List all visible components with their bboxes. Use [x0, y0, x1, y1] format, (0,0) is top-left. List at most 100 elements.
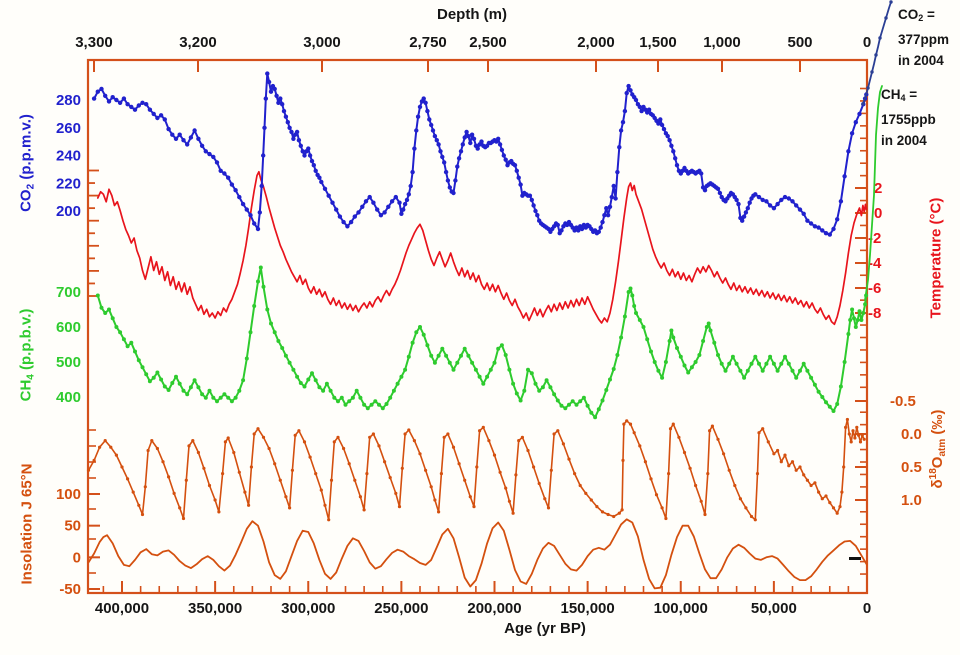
ch4-marker	[358, 395, 363, 400]
co2-marker	[432, 133, 438, 139]
ch4-marker	[645, 337, 650, 342]
ch4-marker	[440, 346, 445, 351]
co2-modern-marker	[874, 53, 878, 57]
co2-marker	[462, 135, 467, 140]
d18o-marker	[167, 475, 171, 479]
ch4-marker	[403, 367, 408, 372]
d18o-marker	[196, 450, 200, 455]
co2-marker	[637, 104, 642, 110]
ch4-marker	[850, 307, 855, 312]
co2-marker	[352, 214, 357, 219]
ch4-marker	[95, 293, 100, 298]
d18o-marker	[776, 448, 780, 453]
ch4-marker	[302, 384, 307, 389]
d18o-marker	[319, 488, 323, 492]
co2-marker	[404, 197, 410, 203]
co2-marker	[512, 163, 518, 168]
d18o-marker	[468, 495, 472, 499]
co2-marker	[618, 128, 624, 133]
ch4-marker	[790, 368, 795, 373]
co2-marker	[756, 194, 762, 200]
temperature-series	[96, 170, 868, 326]
ch4-marker	[444, 353, 449, 358]
ch4-marker	[701, 339, 706, 343]
ch4-marker	[313, 378, 318, 383]
ch4-marker	[786, 361, 791, 366]
d18o-marker	[400, 466, 404, 470]
d18o-marker	[475, 465, 479, 469]
ch4-marker	[229, 399, 234, 404]
co2-marker	[667, 138, 672, 143]
co2-marker	[257, 210, 262, 215]
d18o-marker	[556, 429, 560, 433]
ch4-marker	[669, 328, 674, 333]
co2-marker	[430, 128, 436, 133]
co2-marker	[604, 206, 609, 211]
ch4-marker	[753, 354, 758, 359]
co2-marker	[207, 151, 212, 157]
co2-marker	[265, 71, 270, 76]
d18o-marker	[424, 468, 428, 472]
d18o-marker	[817, 490, 821, 494]
ch4-marker	[328, 388, 333, 393]
co2-marker	[801, 211, 806, 216]
co2-marker	[263, 96, 268, 101]
ch4-marker	[362, 402, 367, 407]
d18o-marker	[766, 440, 770, 444]
svg-text:2,750: 2,750	[409, 34, 447, 51]
ch4-marker	[559, 403, 564, 408]
co2-marker	[272, 86, 277, 92]
d18o-tick-labels: -0.5 0.0 0.5 1.0	[890, 393, 922, 509]
ch4-marker	[798, 368, 802, 373]
d18o-series	[86, 417, 866, 522]
age-axis-ticks: 400,000 350,000 300,000 250,000 200,000 150,0…	[95, 581, 871, 617]
d18o-marker	[855, 425, 859, 429]
d18o-marker	[857, 433, 861, 437]
ch4-marker	[593, 415, 598, 420]
ch4-marker	[380, 406, 385, 411]
d18o-marker	[329, 478, 334, 482]
ch4-marker	[649, 349, 653, 354]
svg-text:220: 220	[56, 175, 81, 192]
co2-marker	[823, 231, 829, 236]
co2-marker	[158, 113, 164, 118]
d18o-marker	[347, 462, 351, 466]
ch4-marker	[166, 388, 171, 392]
ch4-marker	[768, 354, 773, 359]
svg-text:200,000: 200,000	[467, 600, 521, 617]
co2-marker	[313, 168, 318, 173]
d18o-line	[87, 418, 866, 521]
co2-marker	[259, 183, 264, 189]
co2-marker	[853, 120, 858, 125]
d18o-marker	[842, 465, 846, 469]
co2-marker	[797, 207, 803, 212]
co2-modern-marker	[889, 0, 893, 4]
d18o-axis-label: δ18Oatm (‰)	[928, 409, 948, 489]
co2-modern-marker	[870, 70, 874, 74]
ch4-marker	[526, 367, 530, 372]
d18o-marker	[753, 518, 757, 522]
co2-marker	[535, 213, 540, 218]
ch4-marker	[492, 360, 497, 365]
ch4-marker	[749, 361, 754, 366]
co2-marker	[117, 100, 123, 106]
svg-text:240: 240	[56, 148, 81, 165]
ch4-marker	[99, 305, 104, 310]
d18o-marker	[498, 470, 502, 474]
ch4-marker	[663, 360, 668, 364]
d18o-marker	[727, 468, 731, 472]
d18o-marker	[172, 491, 176, 495]
ch4-marker	[332, 395, 337, 400]
d18o-marker	[120, 465, 124, 469]
svg-text:280: 280	[56, 92, 81, 109]
d18o-marker	[297, 429, 301, 433]
co2-marker	[816, 225, 821, 230]
co2-marker	[330, 200, 335, 205]
d18o-marker	[532, 465, 536, 469]
d18o-marker	[584, 491, 588, 495]
ch4-marker	[809, 375, 814, 380]
d18o-marker	[749, 514, 754, 519]
co2-axis-label: CO2 (p.p.m.v.)	[17, 114, 37, 212]
ch4-marker	[563, 406, 568, 411]
svg-text:260: 260	[56, 120, 81, 137]
